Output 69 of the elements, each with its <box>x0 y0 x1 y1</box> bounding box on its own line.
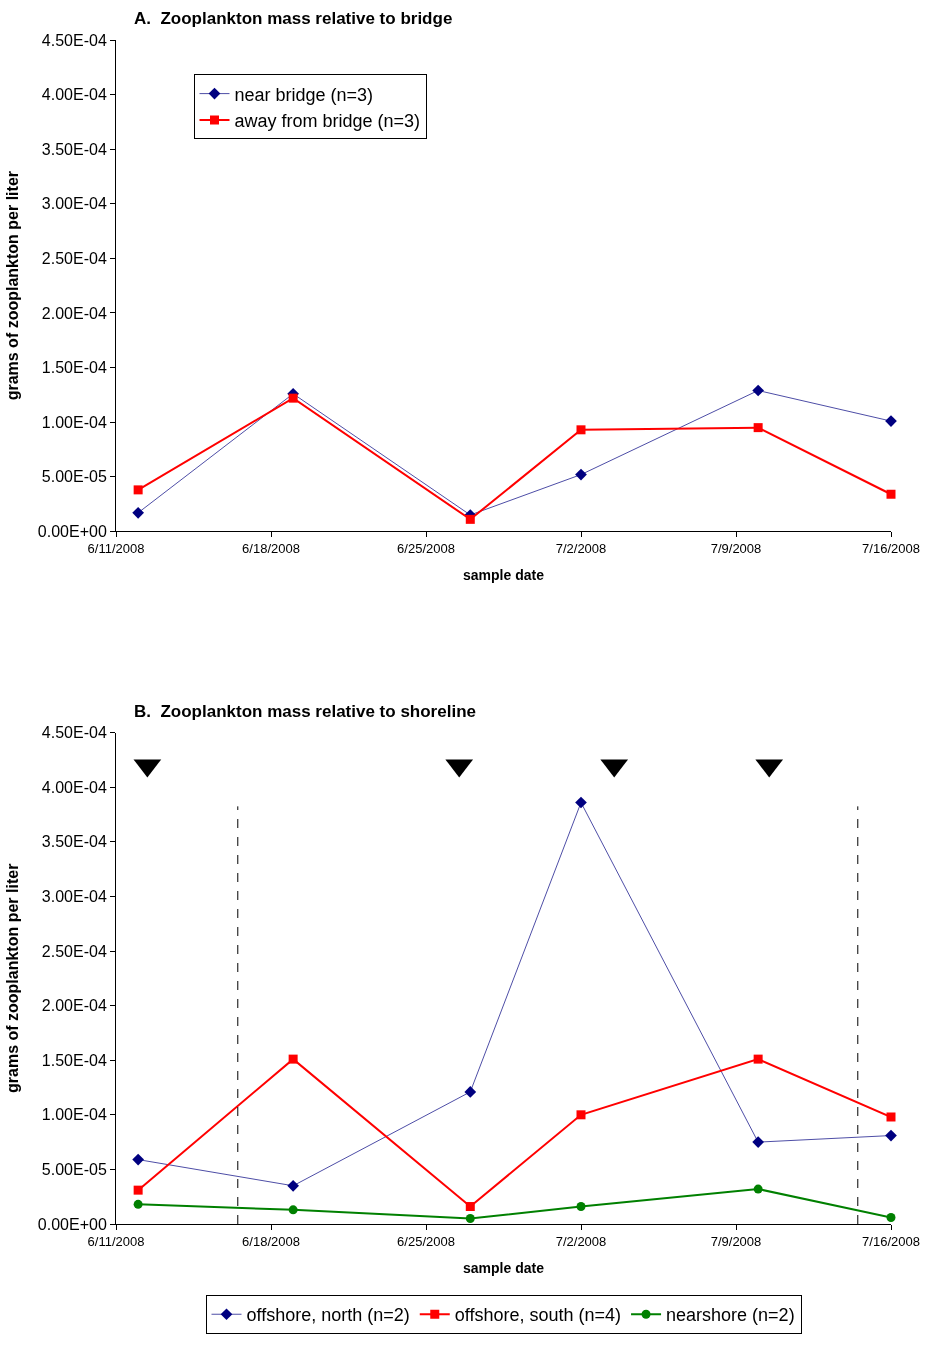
point <box>133 1185 143 1195</box>
x-tick-label: 7/9/2008 <box>710 540 762 556</box>
x-tick-label: 6/18/2008 <box>242 540 300 556</box>
point <box>288 1205 298 1215</box>
y-tick-label: 1.50E-04 <box>41 359 107 377</box>
y-tick-label: 2.50E-04 <box>41 249 107 267</box>
point <box>465 514 475 524</box>
y-tick-label: 5.00E-05 <box>41 468 107 486</box>
point <box>465 1214 475 1224</box>
y-tick-label: 4.00E-04 <box>41 86 107 104</box>
legend-label: away from bridge (n=3) <box>234 111 421 132</box>
y-tick-label: 2.00E-04 <box>41 997 107 1015</box>
y-tick-label: 2.00E-04 <box>41 304 107 322</box>
point <box>132 506 144 519</box>
x-axis-title: sample date <box>463 1259 545 1276</box>
point <box>288 393 298 403</box>
y-tick-label: 2.50E-04 <box>41 942 107 960</box>
point <box>288 1054 298 1064</box>
y-tick-label: 3.00E-04 <box>41 888 107 906</box>
legend-label: offshore, south (n=4) <box>454 1305 622 1326</box>
point <box>885 1129 897 1142</box>
point <box>464 1086 477 1098</box>
y-tick-label: 1.00E-04 <box>41 1106 107 1124</box>
point <box>886 1112 896 1122</box>
point <box>133 485 143 495</box>
point <box>886 489 896 499</box>
y-tick-label: 1.00E-04 <box>41 413 107 431</box>
point <box>576 1202 586 1212</box>
x-tick-label: 6/11/2008 <box>87 540 145 556</box>
y-tick-label: 3.00E-04 <box>41 195 107 213</box>
point <box>287 1179 299 1192</box>
point <box>576 425 586 435</box>
point <box>752 384 764 397</box>
x-axis-title: sample date <box>463 567 545 584</box>
point <box>132 1153 144 1166</box>
chart-title: B. Zooplankton mass relative to shoreline <box>134 702 476 721</box>
legend-label: near bridge (n=3) <box>234 84 374 105</box>
point <box>753 423 763 433</box>
point <box>886 1212 896 1222</box>
y-tick-label: 1.50E-04 <box>41 1051 107 1069</box>
point <box>465 1202 475 1212</box>
chart-title: A. Zooplankton mass relative to bridge <box>134 9 453 28</box>
y-tick-label: 0.00E+00 <box>37 522 107 540</box>
x-tick-label: 7/9/2008 <box>710 1233 762 1249</box>
y-tick-label: 3.50E-04 <box>41 140 107 158</box>
legend-label: offshore, north (n=2) <box>246 1305 410 1326</box>
x-tick-label: 6/25/2008 <box>397 540 455 556</box>
y-tick-label: 4.50E-04 <box>41 724 107 742</box>
y-axis-title: grams of zooplankton per liter <box>3 171 21 401</box>
legend-label: nearshore (n=2) <box>666 1305 795 1326</box>
x-tick-label: 6/11/2008 <box>87 1233 145 1249</box>
y-tick-label: 4.50E-04 <box>41 31 107 49</box>
point <box>576 1110 586 1120</box>
x-tick-label: 6/18/2008 <box>242 1233 300 1249</box>
x-tick-label: 7/16/2008 <box>862 1233 920 1249</box>
point <box>575 468 587 481</box>
point <box>753 1184 763 1194</box>
y-tick-label: 5.00E-05 <box>41 1161 107 1178</box>
y-tick-label: 3.50E-04 <box>41 833 107 851</box>
point <box>753 1054 763 1064</box>
x-tick-label: 6/25/2008 <box>397 1233 455 1249</box>
x-tick-label: 7/2/2008 <box>555 540 607 556</box>
point <box>752 1136 764 1148</box>
y-tick-label: 4.00E-04 <box>41 778 107 796</box>
y-axis-title: grams of zooplankton per liter <box>3 863 21 1093</box>
x-tick-label: 7/16/2008 <box>862 540 920 556</box>
point <box>133 1199 143 1209</box>
x-tick-label: 7/2/2008 <box>555 1233 607 1249</box>
y-tick-label: 0.00E+00 <box>37 1215 107 1233</box>
